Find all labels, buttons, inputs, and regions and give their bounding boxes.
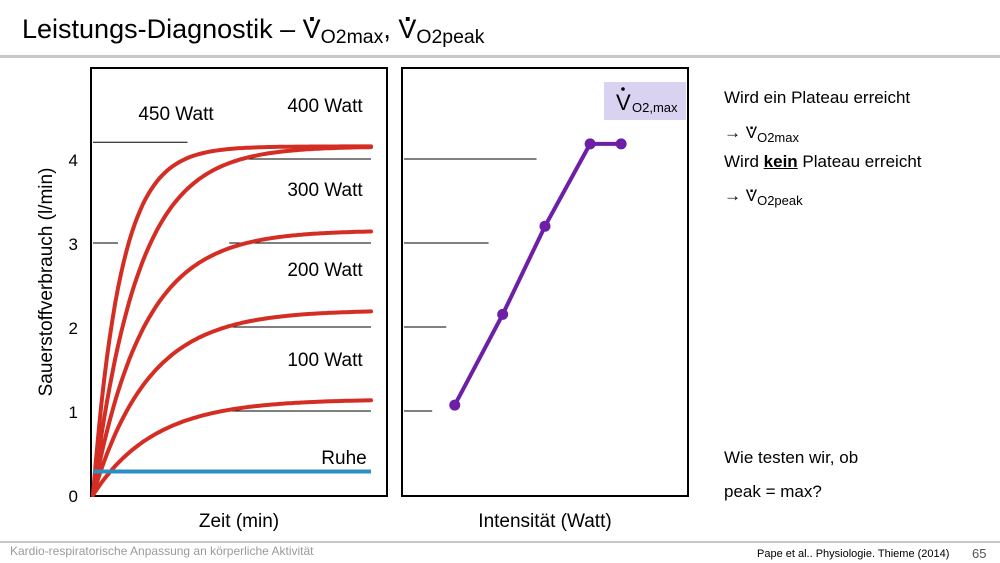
vo2-intensity-line	[452, 141, 622, 407]
right-chart-reference-lines	[404, 158, 537, 412]
vo2max-annotation: V O2,max	[616, 87, 678, 115]
series-label: 450 Watt	[138, 104, 214, 125]
left-chart-series-labels: 450 Watt 400 Watt 300 Watt 200 Watt 100 Watt…	[138, 96, 366, 469]
note-no-plateau-prefix: Wird	[724, 152, 764, 171]
data-point	[539, 220, 551, 232]
footer-citation: Pape et al.. Physiologie. Thieme (2014)	[757, 548, 950, 560]
series-label: 400 Watt	[287, 96, 363, 117]
vo2max-highlight-box	[604, 82, 686, 120]
series-line-300-watt	[91, 229, 373, 497]
series-label: 100 Watt	[287, 350, 363, 371]
question-line-1: Wie testen wir, ob	[724, 448, 859, 467]
y-tick-label: 0	[69, 487, 78, 506]
footer-course-title: Kardio-respiratorische Anpassung an körp…	[10, 544, 314, 558]
data-point	[497, 308, 509, 320]
y-tick-label: 1	[69, 403, 78, 422]
data-point	[584, 138, 596, 150]
title-separator: ,	[383, 14, 399, 44]
title-v2: V	[398, 14, 416, 45]
vo2max-annotation-dot	[621, 87, 625, 91]
series-label: 200 Watt	[287, 260, 363, 281]
left-chart-series	[91, 144, 373, 497]
y-tick-label: 4	[69, 151, 78, 170]
series-label: 300 Watt	[287, 180, 363, 201]
note-sub-2: O2peak	[757, 192, 803, 208]
series-line-400-watt	[91, 145, 373, 497]
right-chart-x-axis-label: Intensität (Watt)	[478, 511, 611, 532]
note-no-plateau-bold: kein	[763, 152, 798, 171]
y-tick-label: 3	[69, 235, 78, 254]
footer-divider	[0, 541, 1000, 543]
note-vo2peak-result: → VO2peak	[724, 186, 803, 208]
note-arrow-2: →	[724, 186, 746, 205]
series-label: Ruhe	[321, 448, 366, 469]
note-v-2: V	[746, 186, 757, 206]
note-sub-1: O2max	[757, 129, 799, 145]
left-chart-x-axis-label: Zeit (min)	[199, 511, 279, 532]
series-line-200-watt	[91, 309, 373, 497]
question-line-2: peak = max?	[724, 482, 822, 501]
page-number: 65	[972, 546, 987, 561]
title-prefix: Leistungs-Diagnostik –	[22, 14, 303, 44]
title-divider	[0, 55, 1000, 58]
left-chart-y-axis-label: Sauerstoffverbrauch (l/min)	[36, 168, 57, 397]
left-chart-y-ticks: 0 1 2 3 4	[69, 151, 78, 506]
right-chart-frame	[401, 67, 689, 497]
note-plateau-reached: Wird ein Plateau erreicht	[724, 88, 911, 107]
left-chart-frame	[90, 67, 388, 497]
right-chart-series	[449, 138, 627, 411]
title-sub2: O2peak	[416, 26, 485, 49]
note-arrow-1: →	[724, 123, 746, 142]
title-v1: V	[303, 14, 321, 45]
note-vo2max-result: → VO2max	[724, 123, 799, 145]
vo2max-annotation-sub: O2,max	[632, 100, 678, 115]
note-v-1: V	[746, 123, 757, 143]
data-point	[615, 138, 627, 150]
data-point	[449, 399, 461, 411]
note-no-plateau-suffix: Plateau erreicht	[797, 152, 922, 171]
note-no-plateau: Wird kein Plateau erreicht	[724, 152, 922, 172]
series-line-100-watt	[91, 398, 373, 497]
vo2max-annotation-v: V	[616, 90, 631, 115]
y-tick-label: 2	[69, 319, 78, 338]
title-sub1: O2max	[320, 26, 384, 49]
page-title: Leistungs-Diagnostik – VO2max, VO2peak	[22, 14, 485, 49]
